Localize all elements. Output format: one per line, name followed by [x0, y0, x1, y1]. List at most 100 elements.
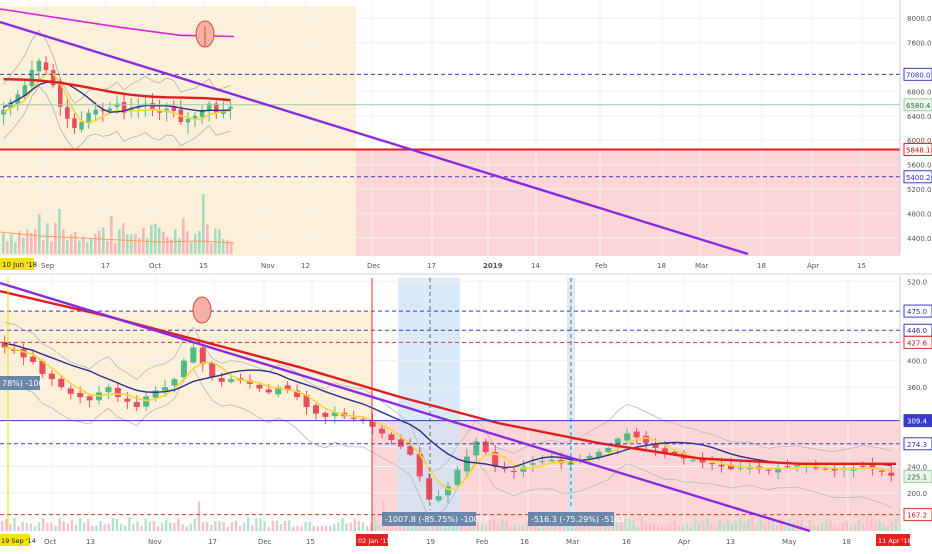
top-volume-bar — [214, 228, 217, 254]
top-candle-body — [185, 118, 191, 123]
bottom-volume-bar — [333, 523, 336, 531]
bottom-volume-bar — [124, 525, 127, 531]
top-y-tick-label: 5200.0 — [907, 186, 932, 194]
bottom-volume-bar — [447, 525, 451, 531]
top-y-tick-label: 5600.0 — [907, 162, 932, 170]
bottom-candle-body — [20, 349, 27, 358]
top-price-label-box — [903, 67, 932, 81]
top-x-tick-label: 18 — [657, 262, 666, 270]
top-y-tick-label: 4800.0 — [907, 210, 932, 218]
bottom-volume-bar — [644, 522, 648, 531]
bottom-candle-body — [661, 448, 668, 454]
top-ma-red — [3, 78, 231, 102]
top-volume-bar — [6, 241, 9, 254]
bottom-volume-bar — [575, 524, 578, 531]
bottom-y-tick-label: 240.0 — [907, 463, 927, 471]
bottom-price-label-box — [903, 304, 932, 318]
top-panel: 8000.0 7600.0 6800.0 6400.0 6000.0 5600.0 5200… — [0, 0, 932, 273]
top-candle-body — [136, 106, 141, 109]
bottom-candle-body — [586, 455, 593, 459]
bottom-volume-bar — [833, 524, 836, 531]
bottom-volume-bar — [661, 525, 664, 531]
bottom-volume-bar — [677, 526, 680, 531]
bottom-candle-body — [209, 362, 216, 378]
bottom-candle-body — [152, 390, 159, 398]
bottom-volume-bar — [238, 526, 242, 531]
top-volume-bar — [42, 240, 45, 254]
bottom-volume-bar — [173, 522, 176, 531]
bottom-candle-body — [133, 402, 140, 407]
bottom-candle-body — [775, 467, 782, 473]
bottom-volume-bar — [193, 518, 197, 531]
bottom-volume-bar — [755, 526, 758, 531]
bottom-volume-bar — [566, 521, 570, 531]
bottom-volume-bar — [255, 518, 258, 531]
top-volume-bar — [230, 242, 233, 254]
bottom-volume-bar — [279, 524, 283, 531]
bottom-volume-bar — [759, 517, 762, 531]
bottom-volume-bar — [296, 525, 299, 531]
bottom-volume-bar — [185, 526, 188, 531]
bottom-candle-body — [275, 387, 282, 395]
top-candle-body — [192, 115, 198, 119]
bottom-volume-bar — [648, 523, 652, 531]
bottom-volume-bar — [775, 526, 779, 531]
bottom-volume-bar — [681, 526, 684, 531]
top-y-tick-label: 6800.0 — [907, 88, 932, 96]
bottom-volume-bar — [825, 521, 828, 531]
bottom-candle-body — [58, 378, 65, 388]
bottom-volume-bar — [472, 526, 475, 531]
bottom-bollinger-lower — [4, 367, 892, 520]
bottom-volume-bar — [42, 517, 45, 531]
top-candle-body — [206, 103, 212, 111]
top-candle-body — [79, 121, 84, 130]
bottom-volume-bar — [734, 521, 738, 531]
bottom-volume-bar — [706, 517, 709, 531]
bottom-candle-body — [482, 441, 489, 452]
bottom-volume-bar — [189, 523, 192, 531]
bottom-volume-bar — [689, 526, 693, 531]
bottom-price-label: 167.2 — [907, 512, 927, 520]
bottom-volume-bar — [263, 521, 266, 531]
bottom-volume-bar — [849, 524, 853, 531]
top-volume-bar — [86, 242, 89, 254]
bottom-volume-bar — [46, 522, 49, 531]
bottom-volume-bar — [636, 526, 639, 531]
top-candle-body — [58, 84, 63, 107]
bottom-candle-body — [86, 396, 93, 401]
bottom-candle-body — [265, 389, 272, 393]
top-y-tick-label: 6400.0 — [907, 113, 932, 121]
bottom-volume-bar — [17, 526, 20, 531]
bottom-candle-body — [39, 360, 46, 374]
bottom-ma-yellow — [4, 346, 892, 491]
bottom-volume-bar — [665, 524, 668, 531]
bottom-x-tick-label: 16 — [622, 538, 631, 546]
bottom-candle-body — [218, 378, 225, 382]
bottom-candle-body — [463, 456, 470, 472]
bottom-volume-bar — [718, 520, 721, 531]
top-volume-bar — [38, 214, 41, 254]
top-candle-body — [114, 103, 120, 108]
top-candle-body — [121, 102, 127, 113]
bottom-x-tick-label: 17 — [208, 538, 217, 546]
bottom-volume-bar — [698, 522, 701, 531]
bottom-volume-bar — [493, 518, 496, 531]
bottom-start-date-badge — [0, 534, 30, 546]
bottom-volume-bar — [99, 521, 102, 531]
bottom-candle-body — [228, 379, 235, 382]
top-candle-body — [8, 102, 13, 109]
top-volume-bar — [206, 224, 209, 254]
bottom-volume-bar — [29, 523, 33, 531]
top-price-label: 5848.1 — [906, 146, 931, 154]
bottom-candle-body — [548, 459, 555, 462]
bottom-volume-bar — [710, 524, 713, 531]
top-candle-body — [171, 107, 176, 111]
bottom-volume-bar — [74, 524, 78, 531]
top-volume-bar — [134, 234, 137, 254]
bottom-date-badge-red — [356, 534, 388, 546]
orange-zone — [0, 6, 356, 256]
bottom-candle-body — [378, 428, 385, 434]
bottom-volume-bar — [890, 521, 894, 531]
bottom-volume-bar — [673, 520, 676, 531]
bottom-candle-body — [624, 433, 631, 441]
